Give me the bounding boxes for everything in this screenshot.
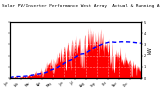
Y-axis label: kW: kW xyxy=(147,46,152,54)
Text: Solar PV/Inverter Performance West Array  Actual & Running Average Power Output: Solar PV/Inverter Performance West Array… xyxy=(2,4,160,8)
